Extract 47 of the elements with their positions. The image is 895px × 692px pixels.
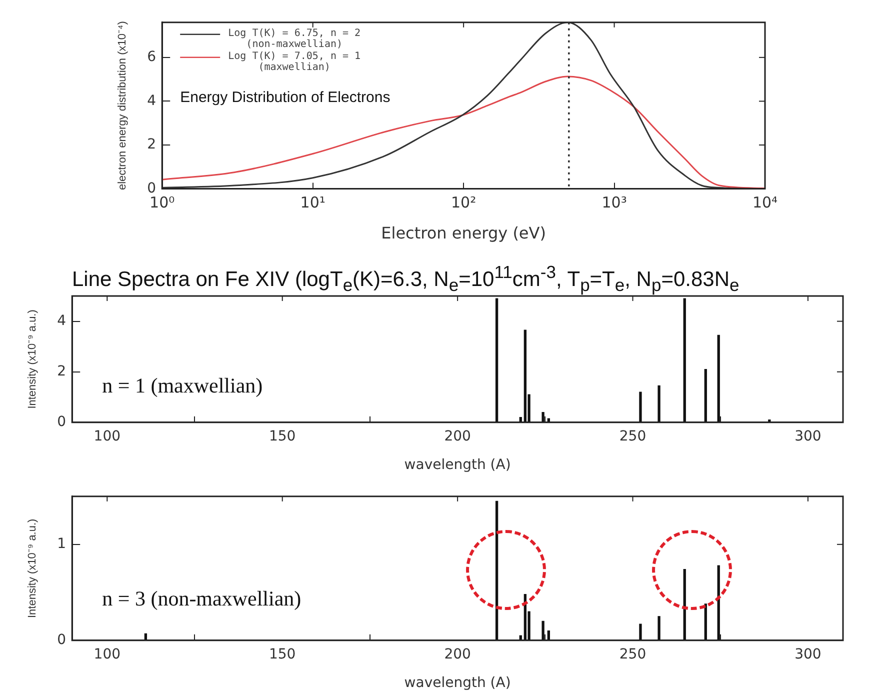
x-tick-label: 300 bbox=[794, 646, 822, 662]
chart-title: Line Spectra on Fe XIV (logT$_{e}$(K)=6.3, N$_{e}$=10$^{11}$cm$^{-3}$, T$_{p}$=T$_{e}$, N$_{p}$=0.83N$_{e}$ bbox=[72, 262, 740, 296]
x-tick-label: 300 bbox=[794, 428, 822, 444]
y-tick-label: 4 bbox=[147, 92, 156, 109]
y-tick-label: 0 bbox=[57, 414, 66, 430]
y-tick-label: 2 bbox=[57, 363, 66, 380]
x-tick-label: 250 bbox=[619, 646, 646, 662]
y-tick-label: 1 bbox=[57, 536, 66, 552]
x-tick-label: 10² bbox=[451, 194, 476, 212]
bar bbox=[524, 330, 527, 422]
bar bbox=[704, 368, 707, 422]
x-tick-label: 150 bbox=[268, 646, 296, 662]
annotation: n = 1 (maxwellian) bbox=[102, 374, 263, 398]
x-tick-label: 10⁰ bbox=[150, 194, 175, 212]
y-axis-title: electron energy distribution (x10⁻⁴) bbox=[116, 21, 129, 190]
y-tick-label: 0 bbox=[57, 632, 66, 648]
y-axis-title: Intensity (x10⁻⁹ a.u.) bbox=[26, 310, 39, 409]
x-tick-label: 10¹ bbox=[300, 194, 326, 212]
bar bbox=[683, 298, 686, 422]
bar bbox=[658, 616, 660, 640]
bar bbox=[542, 412, 544, 422]
bar bbox=[658, 385, 660, 422]
y-tick-label: 2 bbox=[147, 136, 156, 153]
x-tick-label: 10⁴ bbox=[752, 194, 778, 212]
bar bbox=[639, 392, 642, 422]
y-axis-title: Intensity (x10⁻⁹ a.u.) bbox=[26, 518, 39, 618]
x-axis-title: wavelength (A) bbox=[404, 675, 511, 692]
annotation: n = 3 (non-maxwellian) bbox=[102, 586, 302, 611]
x-tick-label: 250 bbox=[619, 428, 646, 444]
x-tick-label: 150 bbox=[268, 428, 296, 444]
bar bbox=[639, 624, 642, 640]
y-tick-label: 6 bbox=[147, 49, 156, 66]
x-tick-label: 200 bbox=[444, 646, 471, 662]
bar bbox=[542, 620, 544, 640]
legend-label: Log T(K) = 7.05, n = 1 (maxwellian) bbox=[228, 50, 361, 73]
x-tick-label: 200 bbox=[444, 428, 471, 444]
bar bbox=[717, 334, 720, 422]
y-tick-label: 0 bbox=[147, 180, 156, 196]
x-axis-title: wavelength (A) bbox=[404, 457, 511, 474]
x-tick-label: 10³ bbox=[602, 194, 627, 212]
x-tick-label: 100 bbox=[94, 428, 121, 444]
annotation: Energy Distribution of Electrons bbox=[180, 89, 390, 106]
y-tick-label: 4 bbox=[57, 312, 66, 329]
bar bbox=[495, 298, 498, 422]
x-axis-title: Electron energy (eV) bbox=[381, 224, 546, 243]
x-tick-label: 100 bbox=[94, 646, 121, 662]
legend-label: Log T(K) = 6.75, n = 2 (non-maxwellian) bbox=[228, 28, 361, 50]
